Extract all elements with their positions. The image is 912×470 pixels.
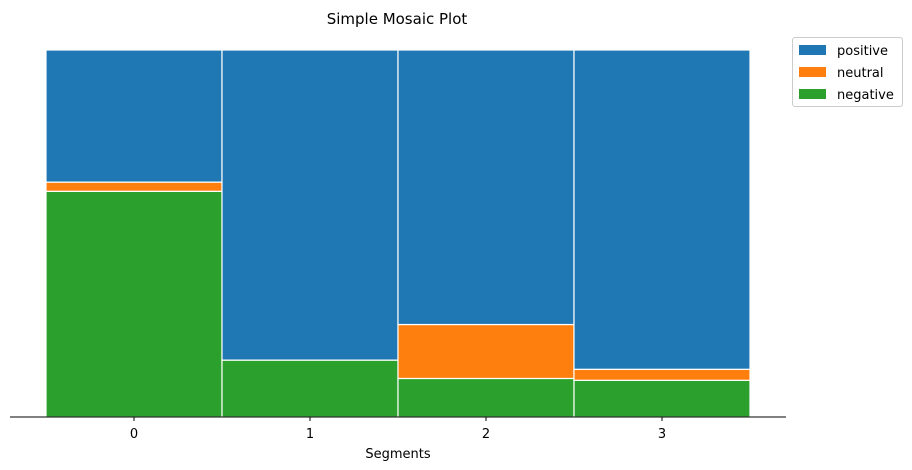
tile-negative-3 [573, 379, 751, 418]
tile-negative-0 [45, 190, 223, 418]
x-axis-ticks: 0 1 2 3 [130, 417, 666, 442]
tile-negative-2 [397, 377, 575, 418]
tile-neutral-0 [45, 181, 223, 192]
x-tick-label-1: 1 [306, 427, 314, 442]
legend-swatch-negative [799, 89, 826, 99]
mosaic-tiles [45, 49, 751, 418]
tile-neutral-2 [397, 323, 575, 380]
tile-positive-1 [221, 49, 399, 361]
tile-neutral-3 [573, 368, 751, 381]
tile-positive-0 [45, 49, 223, 183]
x-axis-label: Segments [365, 447, 431, 462]
chart-title: Simple Mosaic Plot [327, 10, 468, 28]
tile-positive-3 [573, 49, 751, 370]
tile-negative-1 [221, 359, 399, 418]
legend-swatch-positive [799, 45, 826, 55]
legend-label-positive: positive [837, 44, 888, 59]
legend-swatch-neutral [799, 67, 826, 77]
legend: positive neutral negative [799, 44, 894, 103]
x-tick-label-0: 0 [130, 427, 138, 442]
x-tick-label-3: 3 [658, 427, 666, 442]
tile-positive-2 [397, 49, 575, 326]
legend-label-neutral: neutral [837, 66, 884, 81]
legend-label-negative: negative [837, 88, 894, 103]
x-tick-label-2: 2 [482, 427, 490, 442]
